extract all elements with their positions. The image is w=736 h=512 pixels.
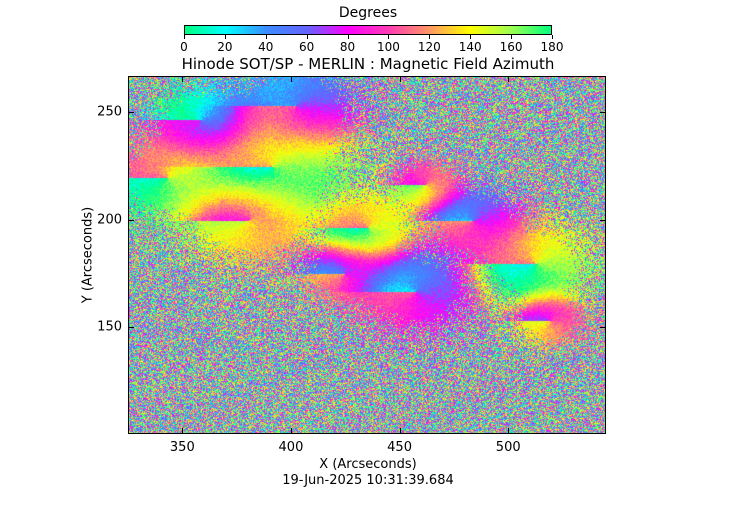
x-tick-label: 350	[169, 440, 195, 455]
plot-title: Hinode SOT/SP - MERLIN : Magnetic Field …	[181, 55, 555, 73]
y-tick-mark	[128, 112, 134, 114]
colorbar-tick-mark	[470, 35, 472, 39]
colorbar-tick-label: 100	[376, 40, 400, 54]
colorbar	[184, 25, 552, 35]
colorbar-title: Degrees	[338, 5, 398, 21]
x-tick-mark	[399, 76, 401, 82]
colorbar-tick-label: 180	[540, 40, 564, 54]
x-tick-label: 450	[387, 440, 412, 455]
timestamp: 19-Jun-2025 10:31:39.684	[282, 473, 454, 488]
colorbar-tick-label: 60	[299, 40, 315, 54]
colorbar-tick-mark	[388, 35, 390, 39]
x-tick-mark	[290, 76, 292, 82]
x-tick-mark	[508, 428, 510, 434]
colorbar-tick-mark	[552, 35, 553, 39]
colorbar-tick-label: 20	[217, 40, 233, 54]
x-tick-mark	[508, 76, 510, 82]
colorbar-tick-mark	[224, 35, 226, 39]
y-tick-label: 200	[97, 212, 122, 228]
y-axis-title: Y (Arcseconds)	[80, 206, 96, 304]
x-axis-title: X (Arcseconds)	[319, 457, 417, 472]
x-tick-mark	[399, 428, 401, 434]
colorbar-tick-mark	[511, 35, 513, 39]
y-tick-label: 150	[97, 319, 122, 335]
colorbar-tick-label: 40	[258, 40, 274, 54]
y-tick-mark	[600, 326, 606, 328]
colorbar-tick-mark	[184, 35, 185, 39]
x-tick-label: 500	[495, 440, 521, 455]
azimuth-map-canvas	[129, 77, 605, 433]
colorbar-tick-label: 120	[417, 40, 441, 54]
colorbar-tick-mark	[429, 35, 431, 39]
x-tick-mark	[290, 428, 292, 434]
colorbar-tick-label: 0	[180, 40, 188, 54]
colorbar-tick-mark	[347, 35, 349, 39]
x-tick-mark	[182, 76, 184, 82]
y-tick-mark	[128, 326, 134, 328]
colorbar-tick-label: 160	[499, 40, 523, 54]
azimuth-map-image	[128, 76, 606, 434]
colorbar-tick-label: 140	[458, 40, 482, 54]
y-tick-mark	[600, 112, 606, 114]
colorbar-tick-mark	[306, 35, 308, 39]
colorbar-tick-label: 80	[339, 40, 356, 54]
x-tick-label: 400	[278, 440, 304, 455]
x-tick-mark	[182, 428, 184, 434]
colorbar-tick-mark	[265, 35, 267, 39]
y-tick-mark	[128, 219, 134, 221]
y-tick-mark	[600, 219, 606, 221]
y-tick-label: 250	[97, 104, 122, 120]
